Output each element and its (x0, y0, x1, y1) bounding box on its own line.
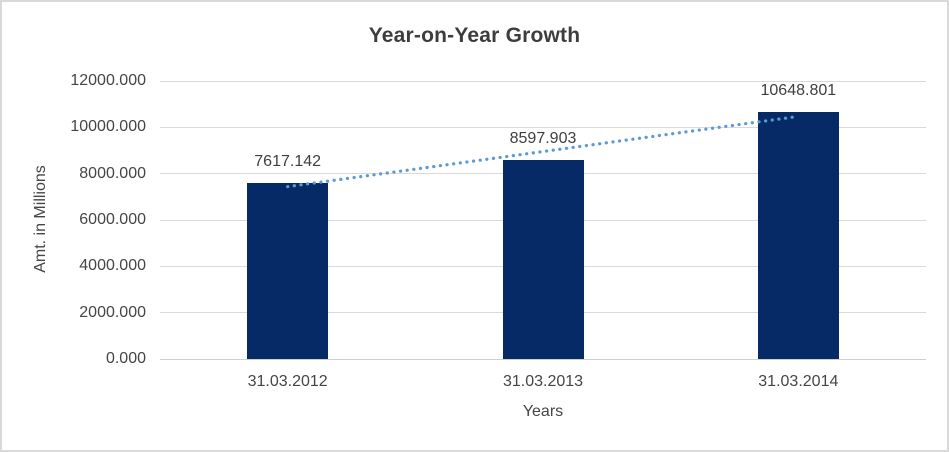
gridline (160, 80, 926, 82)
gridline (160, 126, 926, 128)
bar-31.03.2013 (502, 159, 584, 359)
bar-31.03.2014 (757, 112, 839, 359)
category-label: 31.03.2013 (502, 373, 584, 390)
category-label: 31.03.2014 (758, 373, 839, 390)
trendline-path (286, 114, 800, 189)
y-tick-label: 12000.000 (70, 72, 146, 89)
y-tick-label: 8000.000 (79, 164, 146, 182)
y-tick-label: 4000.000 (79, 257, 146, 275)
trendline (286, 114, 800, 189)
category-label: 31.03.2012 (247, 373, 328, 390)
x-axis-title: Years (522, 403, 564, 420)
x-axis-line (160, 358, 926, 360)
y-tick-label: 6000.000 (79, 211, 146, 228)
data-label: 10648.801 (760, 82, 837, 100)
bar-31.03.2012 (247, 182, 329, 359)
y-tick-label: 10000.000 (70, 118, 146, 136)
data-label: 8597.903 (509, 129, 577, 147)
y-tick-label: 0.000 (105, 350, 146, 367)
y-tick-label: 2000.000 (79, 303, 146, 321)
chart-title: Year-on-Year Growth (368, 24, 581, 47)
data-label: 7617.142 (254, 152, 322, 170)
